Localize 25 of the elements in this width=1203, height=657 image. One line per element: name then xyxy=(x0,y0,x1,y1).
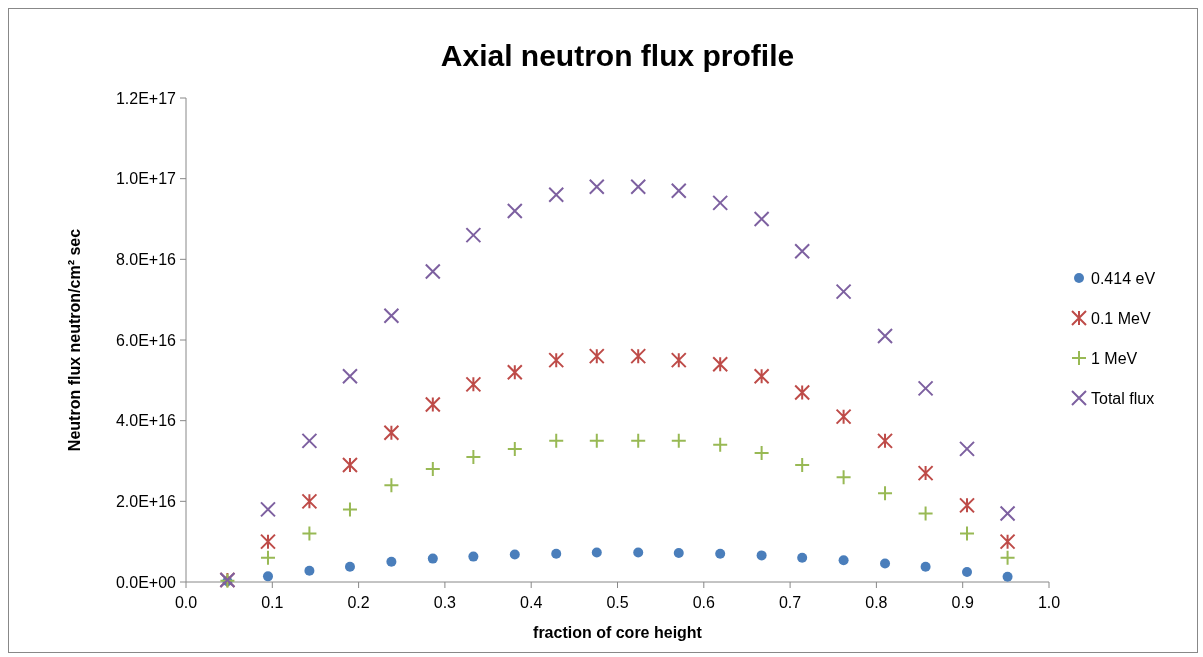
x-tick-label: 0.6 xyxy=(692,594,716,611)
x-tick-label: 0.3 xyxy=(433,594,457,611)
x-tick-label: 0.2 xyxy=(347,594,370,611)
x-tick-label: 0.8 xyxy=(865,594,888,611)
legend-label: 0.1 MeV xyxy=(1091,309,1151,327)
x-axis-title: fraction of core height xyxy=(533,624,703,641)
y-tick-label: 2.0E+16 xyxy=(115,492,177,510)
y-tick-label: 1.2E+17 xyxy=(115,89,177,107)
legend-label: Total flux xyxy=(1091,389,1155,407)
y-tick-label: 8.0E+16 xyxy=(115,250,177,268)
x-tick-label: 0.7 xyxy=(778,594,802,611)
x-tick-label: 0.9 xyxy=(951,594,974,611)
x-tick-label: 0.4 xyxy=(520,594,543,611)
legend-label: 0.414 eV xyxy=(1091,269,1156,287)
y-tick-label: 1.0E+17 xyxy=(115,170,177,188)
y-tick-label: 0.0E+00 xyxy=(115,573,177,591)
y-tick-label: 6.0E+16 xyxy=(115,331,177,349)
x-tick-label: 0.1 xyxy=(261,594,284,611)
x-tick-label: 0.5 xyxy=(606,594,629,611)
chart-title: Axial neutron flux profile xyxy=(440,39,795,72)
y-axis-title: Neutron flux neutron/cm² sec xyxy=(66,228,83,452)
x-tick-label: 0.0 xyxy=(174,594,198,611)
x-tick-label: 1.0 xyxy=(1037,594,1061,611)
y-tick-label: 4.0E+16 xyxy=(115,412,177,430)
legend-label: 1 MeV xyxy=(1091,349,1138,367)
